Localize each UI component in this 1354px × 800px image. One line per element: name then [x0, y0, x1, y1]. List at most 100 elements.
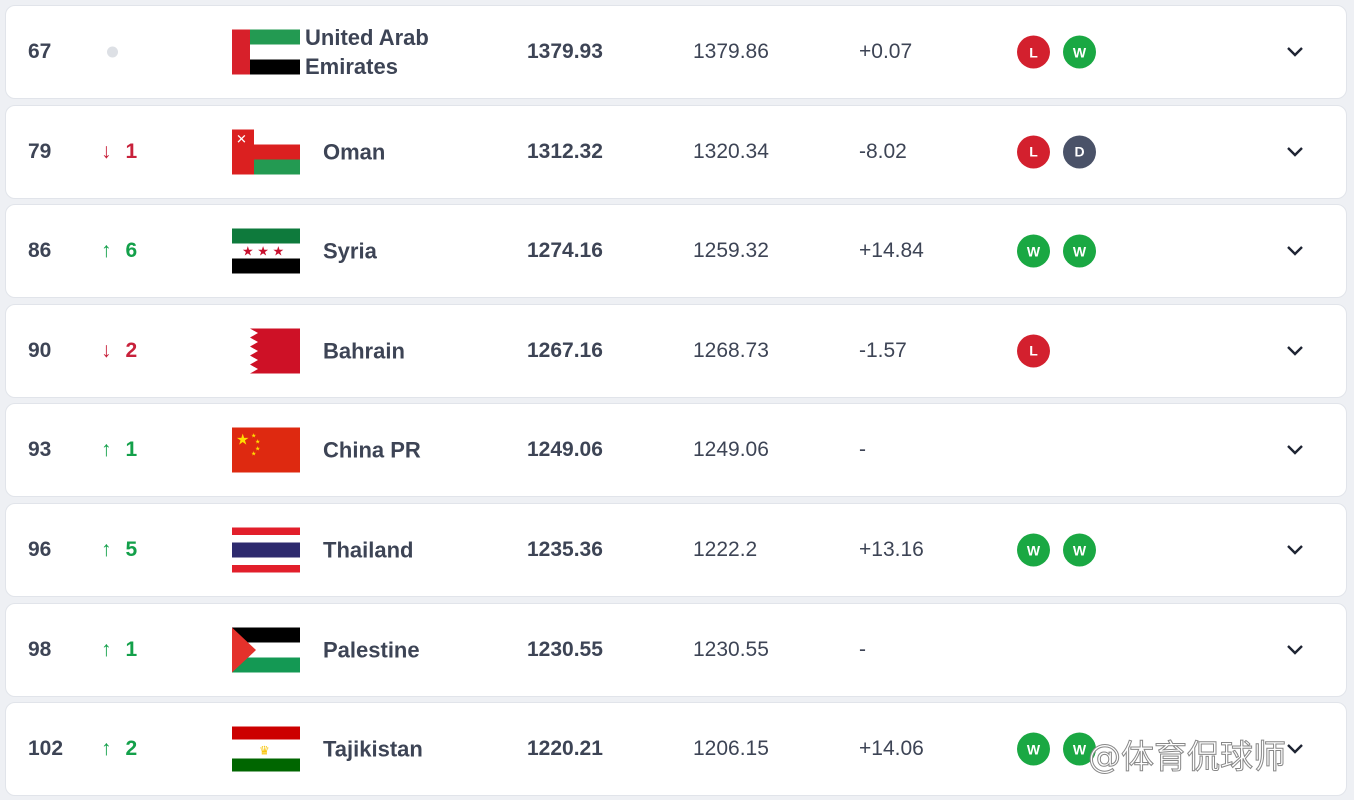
total-points: 1249.06	[527, 438, 603, 462]
svg-text:★ ★ ★: ★ ★ ★	[242, 244, 284, 259]
previous-points: 1320.34	[693, 139, 769, 163]
previous-points: 1222.2	[693, 538, 758, 561]
points-diff: +0.07	[859, 40, 913, 63]
table-row[interactable]: 93 ↑ 1 ★ ★ ★ ★ ★ China PR 1249.06 1249.06 -	[5, 403, 1347, 498]
watermark: @体育侃球师	[1088, 737, 1287, 777]
flag-uae-icon	[232, 29, 300, 75]
table-row[interactable]: 86 ↑ 6 ★ ★ ★ Syria 1274.16 1259.32 +14.84…	[5, 204, 1347, 299]
flag-thailand-icon	[232, 527, 300, 573]
rank-change: 5	[125, 538, 138, 561]
points-diff: +13.16	[859, 538, 924, 561]
total-points: 1274.16	[527, 239, 603, 263]
chevron-down-icon[interactable]	[1284, 240, 1306, 262]
points-diff: -	[859, 637, 866, 661]
recent-form: L	[1017, 334, 1050, 368]
rank-change: 6	[125, 239, 138, 263]
arrow-up-icon: ↑	[101, 538, 112, 561]
form-badge[interactable]: L	[1017, 35, 1050, 69]
arrow-down-icon: ↓	[101, 338, 112, 362]
total-points: 1235.36	[527, 538, 603, 561]
country-name[interactable]: Thailand	[323, 537, 414, 563]
svg-text:★: ★	[255, 439, 260, 446]
no-change-dot	[107, 46, 118, 58]
flag-palestine-icon	[232, 627, 300, 673]
points-diff: +14.84	[859, 239, 924, 263]
previous-points: 1259.32	[693, 239, 769, 263]
svg-text:★: ★	[251, 433, 256, 440]
table-row[interactable]: 98 ↑ 1 Palestine 1230.55 1230.55 -	[5, 602, 1347, 697]
rank-movement: ↓ 2	[101, 339, 137, 363]
table-row[interactable]: 67 United Arab Emirates 1379.93 1379.86 …	[5, 5, 1347, 99]
previous-points: 1230.55	[693, 637, 769, 661]
previous-points: 1206.15	[693, 737, 769, 761]
country-name[interactable]: China PR	[323, 437, 421, 463]
rank: 90	[28, 338, 52, 362]
flag-china-icon: ★ ★★★★	[232, 427, 300, 473]
points-diff: +14.06	[859, 737, 924, 761]
flag-oman-icon: ✕	[232, 129, 300, 175]
country-name[interactable]: Tajikistan	[323, 736, 423, 762]
flag-bahrain-icon	[232, 328, 300, 374]
svg-text:★: ★	[236, 432, 249, 449]
rank-movement: ↑ 1	[101, 438, 137, 462]
form-badge[interactable]: W	[1017, 732, 1050, 766]
form-badge[interactable]: W	[1017, 234, 1050, 268]
points-diff: -8.02	[859, 139, 907, 163]
previous-points: 1249.06	[693, 438, 769, 462]
arrow-down-icon: ↓	[101, 139, 112, 163]
rank: 96	[28, 538, 52, 561]
country-name[interactable]: Oman	[323, 139, 386, 165]
form-badge[interactable]: W	[1063, 533, 1096, 567]
table-row[interactable]: 102 ↑ 2 ♛ Tajikistan 1220.21 1206.15 +14.…	[5, 702, 1347, 797]
rank: 98	[28, 637, 52, 661]
country-name[interactable]: United Arab Emirates	[305, 25, 429, 79]
total-points: 1230.55	[527, 637, 603, 661]
rank-movement: ↑ 6	[101, 239, 137, 263]
form-badge[interactable]: W	[1063, 732, 1096, 766]
form-badge[interactable]: L	[1017, 334, 1050, 368]
chevron-down-icon[interactable]	[1284, 340, 1306, 362]
arrow-up-icon: ↑	[101, 438, 112, 462]
total-points: 1312.32	[527, 139, 603, 163]
table-row[interactable]: 90 ↓ 2 Bahrain 1267.16 1268.73 -1.57 L	[5, 303, 1347, 398]
rank-movement: ↑ 2	[101, 737, 137, 761]
country-name[interactable]: Palestine	[323, 637, 420, 663]
previous-points: 1268.73	[693, 338, 769, 362]
country-name[interactable]: Syria	[323, 238, 377, 264]
chevron-down-icon[interactable]	[1284, 41, 1306, 63]
form-badge[interactable]: L	[1017, 135, 1050, 169]
previous-points: 1379.86	[693, 40, 769, 63]
form-badge[interactable]: W	[1063, 234, 1096, 268]
svg-text:✕: ✕	[236, 131, 247, 146]
form-badge[interactable]: D	[1063, 135, 1096, 169]
flag-tajikistan-icon: ♛	[232, 726, 300, 772]
points-diff: -	[859, 438, 866, 462]
arrow-up-icon: ↑	[101, 239, 112, 263]
arrow-up-icon: ↑	[101, 737, 112, 761]
rank-movement: ↑ 1	[101, 638, 137, 662]
chevron-down-icon[interactable]	[1284, 439, 1306, 461]
rank-movement	[101, 46, 118, 58]
rank: 86	[28, 239, 52, 263]
form-badge[interactable]: W	[1063, 35, 1096, 69]
rank-change: 1	[125, 438, 138, 462]
chevron-down-icon[interactable]	[1284, 141, 1306, 163]
rank: 93	[28, 438, 52, 462]
chevron-down-icon[interactable]	[1284, 539, 1306, 561]
country-name[interactable]: Bahrain	[323, 338, 405, 364]
chevron-down-icon[interactable]	[1284, 738, 1306, 760]
rank-change: 2	[125, 737, 138, 761]
rank: 102	[28, 737, 64, 761]
flag-syria-icon: ★ ★ ★	[232, 228, 300, 274]
svg-text:♛: ♛	[259, 744, 270, 758]
chevron-down-icon[interactable]	[1284, 639, 1306, 661]
svg-text:★: ★	[251, 451, 256, 458]
form-badge[interactable]: W	[1017, 533, 1050, 567]
